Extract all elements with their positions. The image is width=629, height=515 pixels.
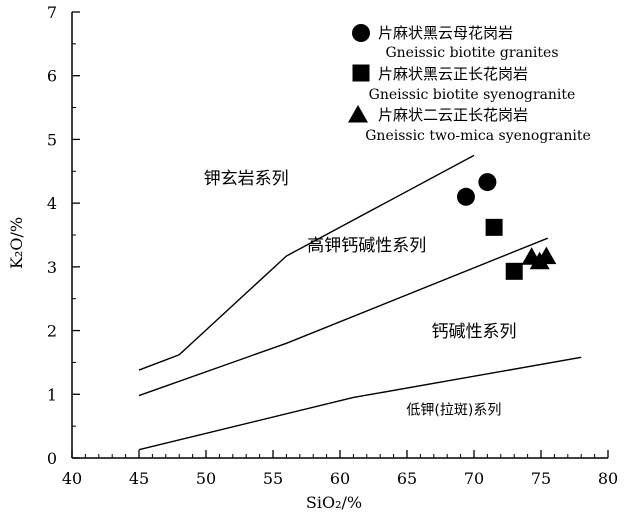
x-tick-label: 45	[129, 469, 149, 488]
y-tick-label: 5	[47, 130, 57, 149]
y-tick-label: 0	[47, 449, 57, 468]
legend-label-cn: 片麻状黑云母花岗岩	[378, 24, 513, 42]
boundary-line	[138, 237, 548, 397]
data-point-circle	[478, 173, 497, 192]
legend-marker-triangle	[348, 105, 368, 123]
region-label: 钙碱性系列	[432, 322, 517, 342]
data-point-square	[485, 218, 503, 236]
y-tick-label: 2	[47, 322, 57, 341]
legend: 片麻状黑云母花岗岩 Gneissic biotite granites 片麻状黑云正…	[348, 24, 591, 144]
y-tick-label: 4	[47, 194, 57, 213]
series-boundaries	[138, 154, 582, 451]
region-label: 低钾(拉斑)系列	[406, 403, 501, 419]
x-tick-label: 55	[263, 469, 283, 488]
x-tick-label: 80	[598, 469, 618, 488]
y-axis-title: K₂O/%	[7, 217, 26, 269]
data-point-circle	[456, 187, 475, 206]
legend-marker-circle	[352, 24, 370, 42]
legend-label-en: Gneissic two-mica syenogranite	[365, 128, 591, 144]
region-label: 钾玄岩系列	[204, 169, 289, 189]
legend-label-cn: 片麻状黑云正长花岗岩	[378, 65, 528, 83]
y-tick-label: 6	[47, 67, 57, 86]
x-tick-label: 65	[397, 469, 417, 488]
legend-label-en: Gneissic biotite granites	[385, 45, 558, 61]
boundary-line	[138, 356, 582, 451]
data-point-triangle	[536, 246, 557, 265]
y-tick-label: 7	[47, 3, 57, 22]
y-tick-label: 1	[47, 385, 57, 404]
boundary-line	[138, 154, 475, 371]
legend-label-cn: 片麻状二云正长花岗岩	[378, 106, 528, 124]
x-tick-label: 60	[330, 469, 350, 488]
x-tick-label: 70	[464, 469, 484, 488]
data-points	[456, 173, 557, 280]
x-axis-title: SiO₂/%	[306, 493, 362, 512]
data-point-square	[505, 262, 523, 280]
x-tick-label: 50	[196, 469, 216, 488]
legend-marker-square	[352, 64, 370, 82]
x-tick-label: 75	[531, 469, 551, 488]
y-tick-label: 3	[47, 258, 57, 277]
x-tick-label: 40	[62, 469, 82, 488]
region-label: 高钾钙碱性系列	[307, 236, 426, 256]
legend-label-en: Gneissic biotite syenogranite	[369, 87, 576, 103]
